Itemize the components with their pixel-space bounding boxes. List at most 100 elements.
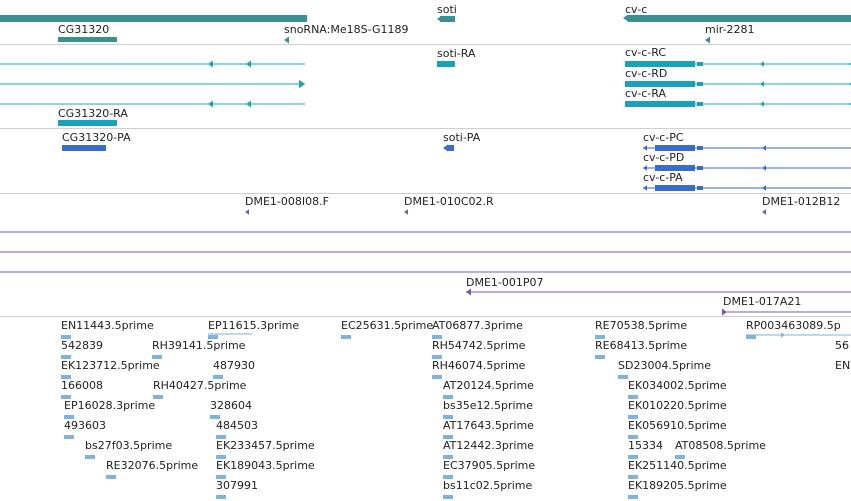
ests-feature-label[interactable]: AT17643.5prime [443, 419, 534, 432]
proteins-feature-label[interactable]: soti-PA [443, 131, 481, 144]
ests-feature-label[interactable]: EK034002.5prime [628, 379, 727, 392]
est-feature-block[interactable] [432, 375, 442, 379]
est-feature-block[interactable] [443, 495, 453, 499]
est-feature-block[interactable] [595, 335, 605, 339]
genes-feature-label[interactable]: snoRNA:Me18S-G1189 [284, 23, 409, 36]
clones-feature-label[interactable]: DME1-010C02.R [404, 195, 494, 208]
gene-mir-2281-arrow[interactable] [705, 36, 710, 44]
protein-cv-c-exon[interactable] [697, 166, 703, 170]
ests-feature-label[interactable]: EC25631.5prime [341, 319, 434, 332]
ests-feature-label[interactable]: EK010220.5prime [628, 399, 727, 412]
ests-feature-label[interactable]: 56 [835, 339, 849, 352]
transcript-cv-c-exon[interactable] [625, 61, 695, 67]
protein-cv-c-exon[interactable] [655, 185, 695, 191]
est-feature-block[interactable] [61, 395, 71, 399]
protein-cv-c-exon[interactable] [655, 145, 695, 151]
proteins-feature-label[interactable]: cv-c-PC [643, 131, 684, 144]
clones-feature-label[interactable]: DME1-017A21 [723, 295, 802, 308]
ests-feature-label[interactable]: EK056910.5prime [628, 419, 727, 432]
ests-feature-label[interactable]: EN11443.5prime [61, 319, 154, 332]
ests-feature-label[interactable]: RH40427.5prime [153, 379, 247, 392]
est-feature-block[interactable] [61, 335, 71, 339]
ests-feature-label[interactable]: 484503 [216, 419, 258, 432]
est-feature-block[interactable] [628, 455, 638, 459]
transcript-soti-RA-block[interactable] [437, 61, 455, 67]
transcripts-feature-label[interactable]: cv-c-RA [625, 87, 666, 100]
clone-DME1-008I08F-arrow[interactable] [245, 209, 249, 215]
strand-arrow-left[interactable] [643, 165, 647, 171]
protein-cv-c-exon[interactable] [697, 186, 703, 190]
ests-feature-label[interactable]: EN [835, 359, 851, 372]
ests-feature-label[interactable]: SD23004.5prime [618, 359, 711, 372]
est-feature-block[interactable] [216, 495, 226, 499]
est-feature-block[interactable] [208, 335, 218, 339]
strand-arrow-left[interactable] [760, 61, 764, 67]
clones-feature-label[interactable]: DME1-008I08.F [245, 195, 329, 208]
est-feature-block[interactable] [628, 415, 638, 419]
ests-feature-label[interactable]: bs35e12.5prime [443, 399, 534, 412]
strand-arrow-left[interactable] [643, 185, 647, 191]
clones-feature-label[interactable]: DME1-001P07 [466, 276, 544, 289]
ests-feature-label[interactable]: EC37905.5prime [443, 459, 536, 472]
transcripts-feature-label[interactable]: cv-c-RC [625, 46, 667, 59]
gene-cv-c-bar[interactable] [628, 15, 851, 22]
est-feature-block[interactable] [432, 355, 442, 359]
ests-feature-label[interactable]: EK189043.5prime [216, 459, 315, 472]
ests-feature-label[interactable]: EP11615.3prime [208, 319, 300, 332]
ests-feature-label[interactable]: AT06877.3prime [432, 319, 523, 332]
est-feature-block[interactable] [628, 395, 638, 399]
ests-feature-label[interactable]: 487930 [213, 359, 255, 372]
est-feature-block[interactable] [61, 375, 71, 379]
ests-feature-label[interactable]: bs11c02.5prime [443, 479, 533, 492]
genes-feature-label[interactable]: soti [437, 3, 457, 16]
strand-arrow-left[interactable] [762, 145, 766, 151]
est-feature-block[interactable] [153, 395, 163, 399]
est-feature-block[interactable] [628, 475, 638, 479]
strand-arrow-left[interactable] [208, 100, 213, 108]
strand-arrow-left[interactable] [643, 145, 647, 151]
ests-feature-label[interactable]: RH46074.5prime [432, 359, 526, 372]
transcripts-feature-label[interactable]: CG31320-RA [58, 107, 128, 120]
est-feature-block[interactable] [216, 455, 226, 459]
est-feature-block[interactable] [443, 415, 453, 419]
protein-soti-PA-arrow[interactable] [443, 144, 448, 152]
transcripts-feature-label[interactable]: soti-RA [437, 47, 476, 60]
ests-feature-label[interactable]: AT08508.5prime [675, 439, 766, 452]
gene-soti-block[interactable] [440, 16, 455, 22]
protein-cv-c-exon[interactable] [697, 146, 703, 150]
protein-soti-PA-block[interactable] [447, 145, 454, 151]
ests-feature-label[interactable]: AT20124.5prime [443, 379, 534, 392]
est-feature-block[interactable] [216, 475, 226, 479]
protein-cv-c-exon[interactable] [655, 165, 695, 171]
clone-DME1-010C02R-arrow[interactable] [404, 209, 408, 215]
strand-arrow-left[interactable] [760, 101, 764, 107]
est-feature-block[interactable] [210, 415, 220, 419]
transcript-cv-c-exon[interactable] [625, 81, 695, 87]
est-feature-block[interactable] [595, 355, 605, 359]
est-feature-block[interactable] [85, 455, 95, 459]
ests-feature-label[interactable]: 166008 [61, 379, 103, 392]
est-feature-block[interactable] [628, 495, 638, 499]
ests-feature-label[interactable]: EK233457.5prime [216, 439, 315, 452]
est-feature-block[interactable] [216, 435, 226, 439]
est-feature-block[interactable] [443, 455, 453, 459]
est-feature-block[interactable] [746, 335, 756, 339]
clones-feature-label[interactable]: DME1-012B12 [762, 195, 841, 208]
genes-feature-label[interactable]: cv-c [625, 3, 648, 16]
est-feature-block[interactable] [213, 375, 223, 379]
gene-snoRNA-arrow[interactable] [284, 36, 289, 44]
proteins-feature-label[interactable]: cv-c-PA [643, 171, 683, 184]
gene-cv-c-arrow[interactable] [623, 14, 628, 22]
ests-feature-label[interactable]: RP003463089.5p [746, 319, 841, 332]
strand-arrow-left[interactable] [762, 185, 766, 191]
est-feature-block[interactable] [106, 475, 116, 479]
strand-arrow-left[interactable] [208, 60, 213, 68]
gene-soti-arrow[interactable] [437, 16, 441, 22]
ests-feature-label[interactable]: 493603 [64, 419, 106, 432]
strand-arrow-left[interactable] [762, 165, 766, 171]
est-feature-block[interactable] [628, 435, 638, 439]
ests-feature-label[interactable]: 15334 [628, 439, 663, 452]
ests-feature-label[interactable]: bs27f03.5prime [85, 439, 173, 452]
strand-arrow-left[interactable] [246, 60, 251, 68]
ests-feature-label[interactable]: 328604 [210, 399, 252, 412]
